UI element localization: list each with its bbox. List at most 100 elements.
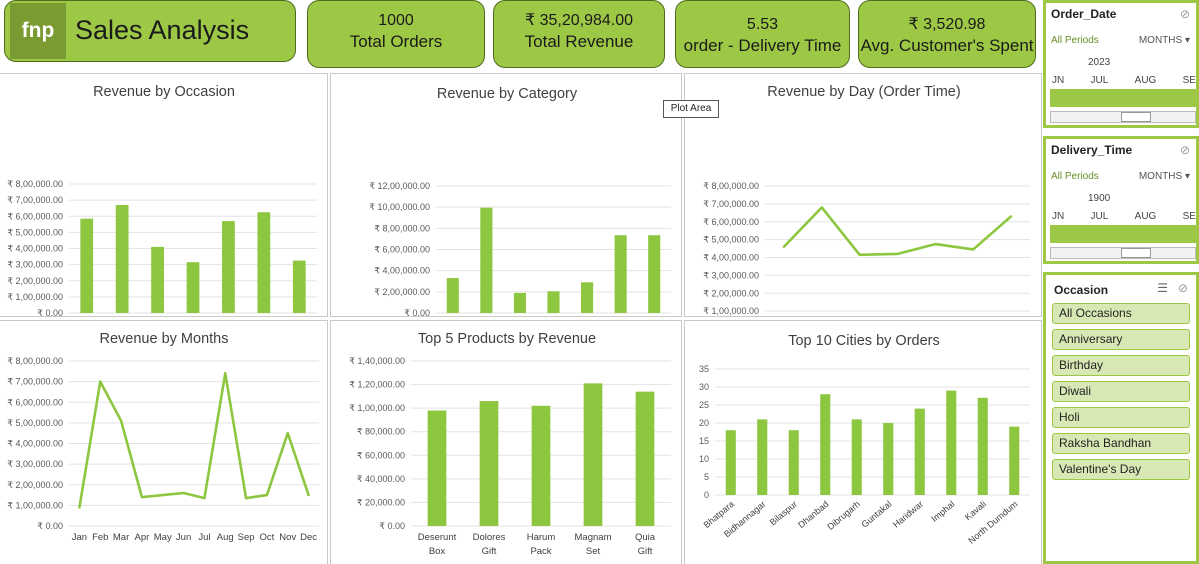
scroll-thumb[interactable] xyxy=(1121,248,1151,258)
month-label: SE xyxy=(1182,211,1196,222)
timeline-scrollbar[interactable] xyxy=(1050,111,1196,123)
chart-bar[interactable] xyxy=(222,221,235,313)
x-tick-label: Deserunt Box xyxy=(418,532,457,557)
chart-bar[interactable] xyxy=(581,282,594,313)
y-tick-label: ₹ 0.00 xyxy=(37,308,63,318)
chart-line[interactable] xyxy=(782,206,1012,257)
x-tick-label: Kavali xyxy=(963,499,988,522)
chart-bar[interactable] xyxy=(151,246,164,313)
chart-revenue-by-day[interactable]: Revenue by Day (Order Time)₹ 0.00₹ 1,00,… xyxy=(684,73,1042,317)
chart-bar[interactable] xyxy=(583,383,603,526)
occasion-item[interactable]: Holi xyxy=(1052,407,1190,428)
chart-revenue-by-months[interactable]: Revenue by Months ₹ 0.00 ₹ 1,00,000.00 ₹ 2,… xyxy=(0,320,328,564)
chart-bar[interactable] xyxy=(725,430,736,495)
chart-top-cities[interactable]: Top 10 Cities by Orders 0 5 10 15 20 25 30 35 Bha… xyxy=(684,320,1042,564)
chart-bar[interactable] xyxy=(883,423,894,495)
chart-bar[interactable] xyxy=(1009,426,1020,495)
slicer-occasion[interactable]: Occasion ☰ ⊘ All Occasions Anniversary Bir… xyxy=(1043,272,1199,564)
chart-bar[interactable] xyxy=(427,410,447,527)
chart-point[interactable] xyxy=(182,491,185,495)
chart-bar[interactable] xyxy=(479,401,499,526)
chart-bar[interactable] xyxy=(257,212,271,313)
x-tick-label: Raksha Bandhan xyxy=(533,317,592,318)
timeline-unit-dropdown[interactable]: MONTHS ▾ xyxy=(1139,35,1190,46)
chart-title: Revenue by Category xyxy=(437,86,578,102)
chart-revenue-by-occasion[interactable]: Revenue by Occasion ₹ 0.00 ₹ 1,00,000.00 ₹ … xyxy=(0,73,328,318)
chart-point[interactable] xyxy=(286,431,289,435)
unit-label: MONTHS xyxy=(1138,171,1183,182)
chart-point[interactable] xyxy=(307,493,310,497)
x-tick-label: Holi xyxy=(215,317,233,318)
multi-select-icon[interactable]: ☰ xyxy=(1157,281,1168,295)
chart-bar[interactable] xyxy=(614,235,627,313)
chart-bar[interactable] xyxy=(186,262,200,313)
slicer-order-date[interactable]: Order_Date ⊘ All Periods MONTHS ▾ 2023 J… xyxy=(1043,0,1199,128)
chart-bar[interactable] xyxy=(788,430,799,495)
chart-point[interactable] xyxy=(244,496,248,500)
timeline-scrollbar[interactable] xyxy=(1050,247,1196,259)
chart-point[interactable] xyxy=(1009,215,1013,218)
chart-point[interactable] xyxy=(119,419,123,423)
chart-bar[interactable] xyxy=(635,391,655,526)
kpi-value: ₹ 3,520.98 xyxy=(908,16,986,33)
chart-line[interactable] xyxy=(78,372,310,508)
chart-point[interactable] xyxy=(782,245,786,248)
scroll-thumb[interactable] xyxy=(1121,112,1151,122)
slicer-delivery-time[interactable]: Delivery_Time ⊘ All Periods MONTHS ▾ 190… xyxy=(1043,136,1199,264)
clear-filter-icon[interactable]: ⊘ xyxy=(1177,281,1188,295)
clear-filter-icon[interactable]: ⊘ xyxy=(1179,7,1190,21)
chart-bar[interactable] xyxy=(914,408,925,495)
chart-point[interactable] xyxy=(265,493,269,497)
chart-bar[interactable] xyxy=(480,207,493,313)
chart-bar[interactable] xyxy=(115,204,129,313)
chart-svg: Revenue by Months ₹ 0.00 ₹ 1,00,000.00 ₹ 2,… xyxy=(7,331,319,543)
occasion-item[interactable]: Anniversary xyxy=(1052,329,1190,350)
chart-bar[interactable] xyxy=(820,394,831,495)
chart-title: Revenue by Occasion xyxy=(93,84,235,100)
kpi-total-revenue[interactable]: ₹ 35,20,984.00 Total Revenue xyxy=(493,0,665,68)
kpi-total-orders[interactable]: 1000 Total Orders xyxy=(307,0,485,68)
occasion-item[interactable]: Birthday xyxy=(1052,355,1190,376)
kpi-delivery-time[interactable]: 5.53 order - Delivery Time xyxy=(675,0,850,68)
chart-point[interactable] xyxy=(140,495,144,499)
clear-filter-icon[interactable]: ⊘ xyxy=(1179,143,1190,157)
timeline-unit-dropdown[interactable]: MONTHS ▾ xyxy=(1139,171,1190,182)
x-tick-label: Quia Gift xyxy=(635,532,656,557)
x-tick-label: Soft Toys xyxy=(591,317,626,318)
y-tick-label: ₹ 6,00,000.00 xyxy=(7,211,63,221)
chart-bar[interactable] xyxy=(547,291,560,313)
chart-bar[interactable] xyxy=(513,292,526,313)
chart-point[interactable] xyxy=(203,496,206,500)
chart-point[interactable] xyxy=(858,253,861,257)
all-periods-label[interactable]: All Periods xyxy=(1051,35,1099,46)
chart-point[interactable] xyxy=(78,506,81,509)
occasion-item[interactable]: Diwali xyxy=(1052,381,1190,402)
chart-point[interactable] xyxy=(161,493,164,497)
chart-point[interactable] xyxy=(99,380,102,383)
chart-revenue-by-category[interactable]: Revenue by Category ₹ 0.00 ₹ 2,00,000.00 ₹ … xyxy=(330,73,682,318)
chart-bar[interactable] xyxy=(851,419,862,495)
kpi-avg-spent[interactable]: ₹ 3,520.98 Avg. Customer's Spent xyxy=(858,0,1036,68)
timeline-bar[interactable] xyxy=(1050,89,1196,107)
timeline-bar[interactable] xyxy=(1050,225,1196,243)
chart-bar[interactable] xyxy=(292,260,306,313)
chart-point[interactable] xyxy=(896,252,899,256)
chart-bar[interactable] xyxy=(977,397,988,495)
chart-top-products[interactable]: Top 5 Products by Revenue ₹ 0.00 ₹ 20,000.… xyxy=(330,320,682,564)
chart-bar[interactable] xyxy=(80,218,94,313)
all-periods-label[interactable]: All Periods xyxy=(1051,171,1099,182)
chart-bar[interactable] xyxy=(946,390,957,495)
chart-bar[interactable] xyxy=(446,278,459,313)
chart-bar[interactable] xyxy=(757,419,768,495)
chart-bar[interactable] xyxy=(648,235,661,313)
occasion-item[interactable]: All Occasions xyxy=(1052,303,1190,324)
y-tick-label: ₹ 10,00,000.00 xyxy=(369,202,430,212)
occasion-item[interactable]: Valentine's Day xyxy=(1052,459,1190,480)
chart-point[interactable] xyxy=(972,248,975,251)
chart-point[interactable] xyxy=(820,206,823,209)
chart-bar[interactable] xyxy=(531,405,551,526)
chart-point[interactable] xyxy=(934,242,937,246)
occasion-item[interactable]: Raksha Bandhan xyxy=(1052,433,1190,454)
x-tick-label: Guntakal xyxy=(860,499,894,530)
chart-point[interactable] xyxy=(224,372,227,375)
